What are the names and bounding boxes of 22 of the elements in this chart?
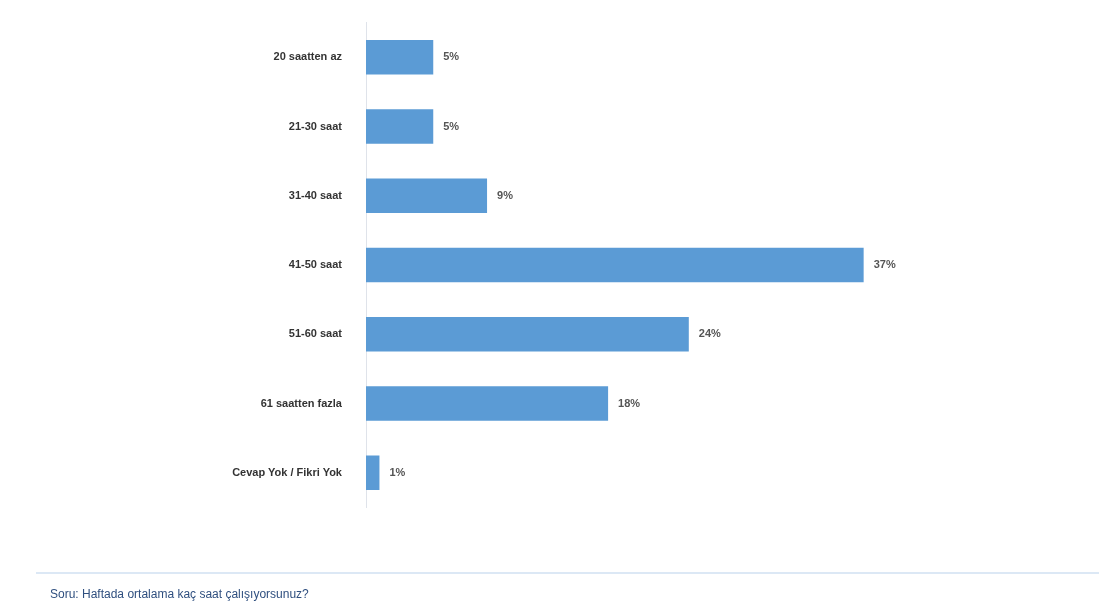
y-tick-label: 41-50 saat [288,258,343,271]
y-tick-label: 21-30 saat [288,119,343,132]
text: Soru: Haftada ortalama kaç saat çalışıyorsunuz? [50,587,309,601]
y-tick-label: 31-40 saat [288,188,343,201]
data-label: 5% [443,119,460,132]
data-label: 24% [698,327,722,340]
bar [366,455,380,491]
data-label: 1% [389,465,406,478]
data-label: 18% [618,396,641,409]
y-tick-label: 20 saatten az [273,50,343,63]
y-tick-label: 51-60 saat [288,327,343,340]
data-label: 9% [497,188,514,201]
bar [366,109,434,144]
bar [366,247,864,283]
y-tick-label: Cevap Yok / Fikri Yok [232,465,343,478]
bar [366,316,689,352]
bar [366,178,488,214]
bar [366,386,609,421]
data-label: 37% [873,258,896,271]
bar [366,39,434,75]
data-label: 5% [443,50,460,63]
y-tick-label: 61 saatten fazla [260,396,343,409]
